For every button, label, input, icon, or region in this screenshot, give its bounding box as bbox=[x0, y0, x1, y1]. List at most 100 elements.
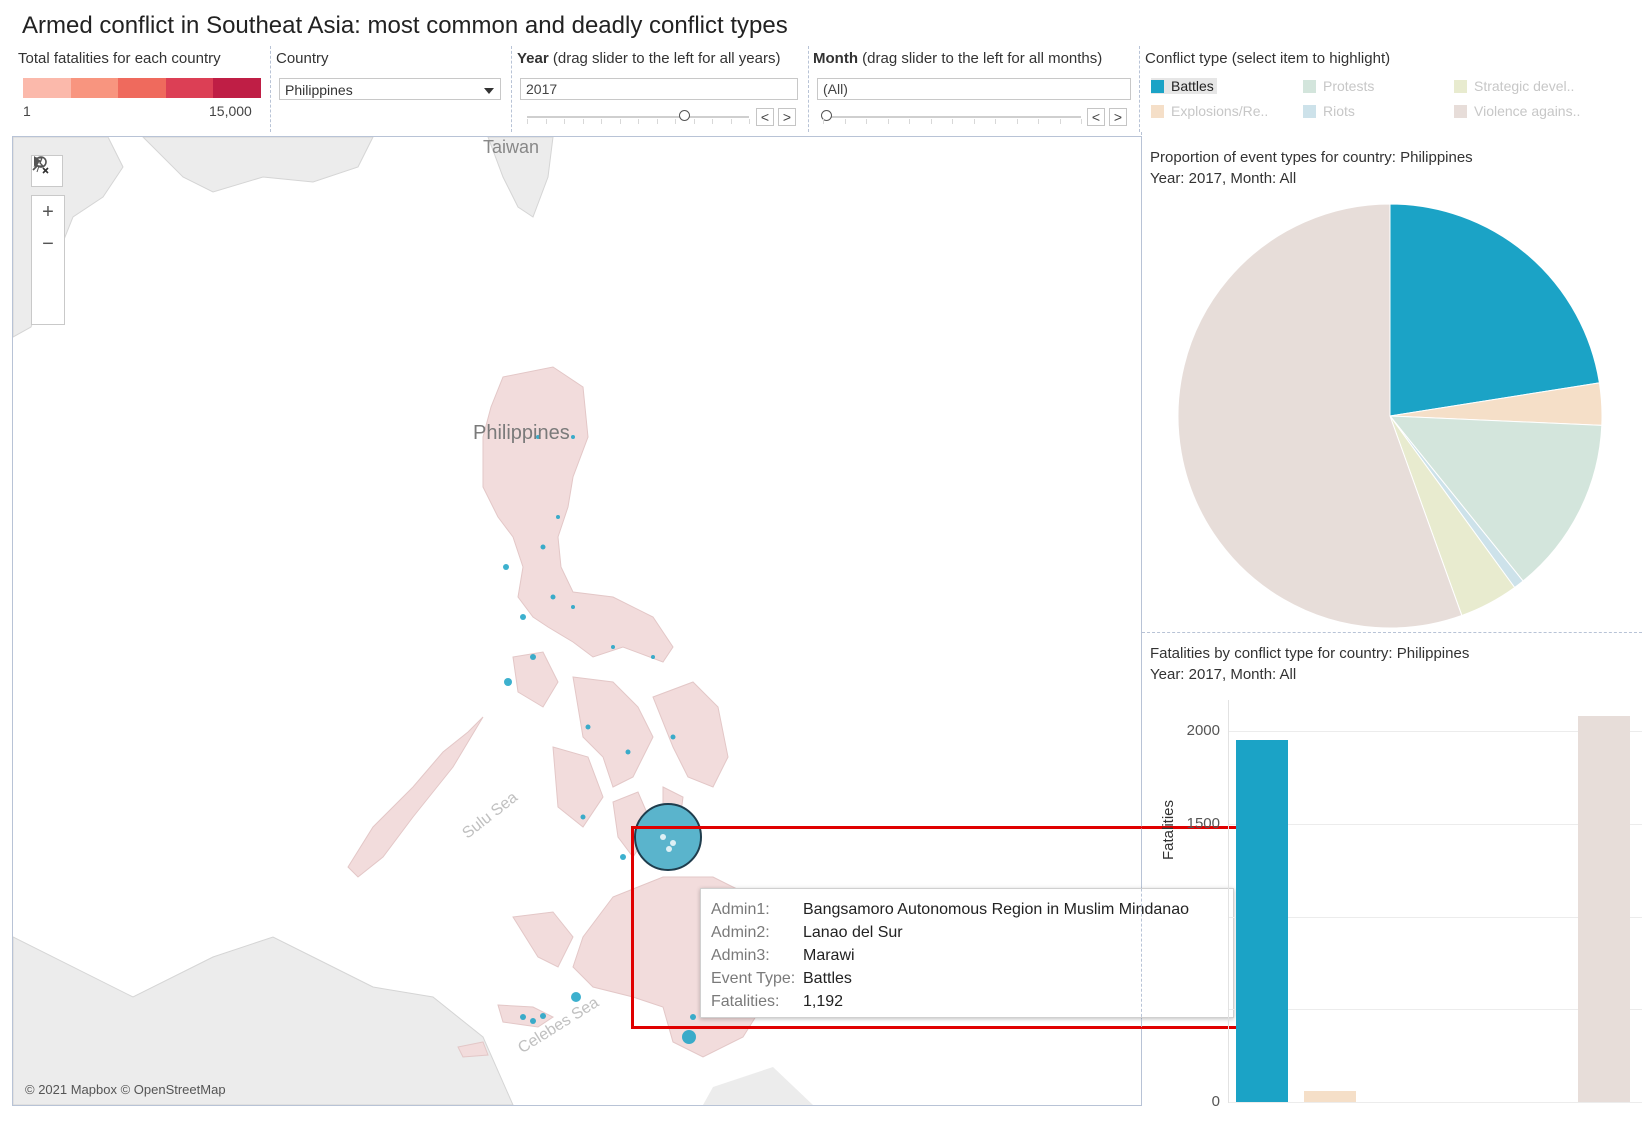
conflict-type-label: Strategic devel.. bbox=[1474, 78, 1575, 94]
month-value-field[interactable]: (All) bbox=[817, 78, 1131, 100]
country-dropdown-value: Philippines bbox=[285, 82, 353, 98]
slider-tick bbox=[582, 119, 584, 124]
bar-title-line1: Fatalities by conflict type for country:… bbox=[1150, 645, 1470, 662]
slider-tick bbox=[564, 119, 565, 124]
country-dropdown[interactable]: Philippines bbox=[279, 78, 501, 100]
conflict-type-item[interactable]: Explosions/Re.. bbox=[1151, 103, 1268, 119]
conflict-type-label: Protests bbox=[1323, 78, 1375, 94]
fatalities-legend-title: Total fatalities for each country bbox=[18, 50, 221, 67]
slider-tick bbox=[866, 119, 867, 124]
bar-gridline bbox=[1228, 823, 1642, 825]
tooltip-row: Event Type: Battles bbox=[711, 970, 852, 988]
slider-tick bbox=[638, 119, 639, 124]
pie-title-line2: Year: 2017, Month: All bbox=[1150, 170, 1297, 187]
slider-tick bbox=[844, 119, 846, 124]
tooltip-key: Fatalities: bbox=[711, 993, 780, 1010]
conflict-type-item[interactable]: Battles bbox=[1151, 78, 1217, 94]
legend-color-step bbox=[165, 78, 214, 98]
dashboard-title: Armed conflict in Southeat Asia: most co… bbox=[22, 12, 788, 39]
slider-tick bbox=[887, 119, 889, 124]
conflict-type-swatch bbox=[1151, 80, 1164, 93]
tooltip-value: Battles bbox=[803, 970, 852, 987]
reset-pin-icon[interactable] bbox=[32, 157, 64, 292]
map-basemap bbox=[13, 137, 813, 1105]
slider-tick bbox=[1016, 119, 1018, 124]
tooltip-value: Lanao del Sur bbox=[803, 924, 903, 941]
year-filter: Year (drag slider to the left for all ye… bbox=[517, 50, 780, 130]
event-type-pie-chart[interactable] bbox=[1170, 200, 1610, 632]
highlight-annotation-box bbox=[631, 826, 1240, 1029]
tooltip-value: 1,192 bbox=[803, 993, 844, 1010]
slider-tick bbox=[952, 119, 953, 124]
month-next-button[interactable]: > bbox=[1109, 108, 1127, 126]
conflict-type-item[interactable]: Protests bbox=[1303, 78, 1374, 94]
map-label-taiwan: Taiwan bbox=[483, 137, 540, 157]
bar-y-tick-label: 2000 bbox=[1186, 722, 1220, 739]
conflict-type-item[interactable]: Strategic devel.. bbox=[1454, 78, 1574, 94]
year-slider-handle[interactable] bbox=[679, 110, 690, 121]
bar-mark[interactable] bbox=[1304, 1090, 1356, 1102]
tooltip-row: Admin1: Bangsamoro Autonomous Region in M… bbox=[711, 901, 1189, 919]
pie-slice[interactable] bbox=[1389, 203, 1600, 417]
bar-y-axis-line bbox=[1228, 700, 1229, 1103]
legend-min-label: 1 bbox=[23, 103, 31, 119]
year-filter-label: Year (drag slider to the left for all ye… bbox=[517, 50, 781, 67]
slider-tick bbox=[1038, 119, 1039, 124]
play-icon[interactable] bbox=[32, 156, 64, 324]
slider-tick bbox=[1059, 119, 1061, 124]
bar-mark[interactable] bbox=[1578, 716, 1630, 1102]
pie-panel-title: Proportion of event types for country: P… bbox=[1150, 147, 1473, 189]
conflict-type-swatch bbox=[1303, 80, 1316, 93]
month-slider-handle[interactable] bbox=[821, 110, 832, 121]
year-next-button[interactable]: > bbox=[778, 108, 796, 126]
conflict-type-item[interactable]: Riots bbox=[1303, 103, 1355, 119]
highlighted-event-marker bbox=[634, 803, 702, 871]
zoom-out-icon[interactable]: − bbox=[32, 228, 64, 260]
conflict-type-swatch bbox=[1303, 105, 1316, 118]
conflict-type-swatch bbox=[1454, 105, 1467, 118]
country-filter: Country bbox=[276, 50, 329, 130]
tooltip-value: Bangsamoro Autonomous Region in Muslim M… bbox=[803, 901, 1189, 918]
map-label-philippines: Philippines bbox=[473, 422, 570, 444]
slider-tick bbox=[619, 119, 621, 124]
slider-tick bbox=[995, 119, 996, 124]
pie-slice[interactable] bbox=[1177, 203, 1463, 629]
slider-tick bbox=[656, 119, 658, 124]
tooltip-value: Marawi bbox=[803, 947, 855, 964]
month-filter-label: Month (drag slider to the left for all m… bbox=[813, 50, 1103, 67]
map-attribution[interactable]: © 2021 Mapbox © OpenStreetMap bbox=[25, 1082, 226, 1097]
slider-tick bbox=[1081, 119, 1082, 124]
conflict-type-label: Explosions/Re.. bbox=[1171, 103, 1269, 119]
bar-y-tick-label: 0 bbox=[1211, 1093, 1220, 1110]
conflict-type-label: Conflict type (select item to highlight) bbox=[1145, 50, 1391, 67]
month-prev-button[interactable]: < bbox=[1087, 108, 1105, 126]
tooltip-key: Admin3: bbox=[711, 947, 770, 964]
bar-y-tick-label: 1500 bbox=[1186, 814, 1220, 832]
legend-color-step bbox=[213, 78, 261, 98]
conflict-type-item[interactable]: Violence agains.. bbox=[1454, 103, 1580, 119]
bar-panel-title: Fatalities by conflict type for country:… bbox=[1150, 643, 1469, 685]
slider-tick bbox=[973, 119, 975, 124]
slider-tick bbox=[675, 119, 676, 124]
zoom-in-icon[interactable]: + bbox=[32, 196, 64, 228]
conflict-type-swatch bbox=[1151, 105, 1164, 118]
event-tooltip: Admin1: Bangsamoro Autonomous Region in M… bbox=[700, 888, 1234, 1018]
tooltip-row: Admin3: Marawi bbox=[711, 947, 855, 965]
legend-color-step bbox=[23, 78, 71, 98]
conflict-type-label: Violence agains.. bbox=[1474, 103, 1581, 119]
year-value-field[interactable]: 2017 bbox=[520, 78, 798, 100]
slider-tick bbox=[730, 119, 732, 124]
bar-gridline bbox=[1228, 731, 1642, 732]
pie-slice[interactable] bbox=[1388, 415, 1603, 582]
legend-color-step bbox=[70, 78, 119, 98]
pie-title-line1: Proportion of event types for country: P… bbox=[1150, 149, 1473, 166]
year-prev-button[interactable]: < bbox=[756, 108, 774, 126]
slider-tick bbox=[693, 119, 695, 124]
tooltip-key: Admin1: bbox=[711, 901, 770, 918]
tooltip-key: Admin2: bbox=[711, 924, 770, 941]
bar-gridline bbox=[1228, 916, 1642, 918]
year-slider-track[interactable] bbox=[527, 116, 749, 118]
month-slider-track[interactable] bbox=[823, 116, 1081, 118]
bar-mark[interactable] bbox=[1236, 740, 1288, 1102]
bar-gridline bbox=[1228, 1102, 1642, 1103]
